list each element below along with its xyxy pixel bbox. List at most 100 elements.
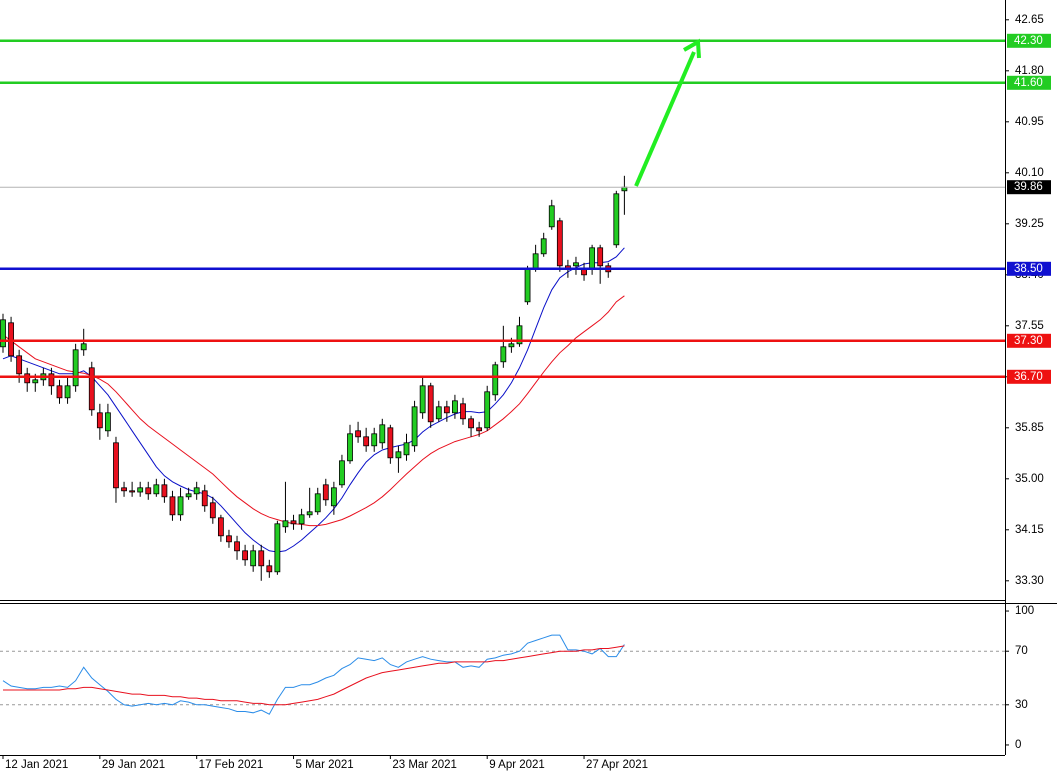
x-tick-label: 17 Feb 2021	[199, 759, 264, 771]
y-tick-label: 35.85	[1015, 422, 1044, 434]
candle-body	[169, 496, 176, 516]
candle-body	[597, 247, 604, 267]
level-box	[1007, 369, 1051, 384]
level-label: 38.50	[1014, 263, 1043, 275]
candle-body	[387, 427, 394, 459]
level-box	[1007, 261, 1051, 276]
candle-body	[177, 496, 184, 516]
candle-body	[363, 436, 370, 447]
candle-body	[452, 400, 458, 414]
y-tick-label: 37.55	[1015, 320, 1044, 332]
candle-body	[16, 355, 23, 375]
candle-body	[355, 430, 361, 438]
x-tick-label: 23 Mar 2021	[392, 759, 457, 771]
candle-body	[298, 514, 305, 525]
candle-body	[411, 406, 418, 447]
candle-body	[371, 433, 378, 447]
candle-body	[48, 373, 55, 387]
candle-body	[460, 403, 466, 420]
candle-body	[121, 487, 127, 492]
candle-body	[484, 391, 491, 429]
candle-body	[193, 487, 200, 495]
candle-body	[226, 535, 232, 543]
level-box	[1007, 333, 1051, 348]
y-tick-label: 35.00	[1015, 473, 1044, 485]
candle-body	[234, 541, 240, 552]
level-box	[1007, 75, 1051, 90]
indicator-line	[2, 295, 625, 527]
candle-body	[282, 520, 289, 528]
level-label: 42.30	[1014, 35, 1043, 47]
osc-y-tick-label: 30	[1015, 699, 1028, 711]
candle-body	[242, 550, 249, 561]
x-tick-label: 27 Apr 2021	[586, 759, 648, 771]
candle-body	[250, 550, 257, 567]
osc-y-tick-label: 70	[1015, 645, 1028, 657]
last-price-label: 39.86	[1014, 181, 1043, 193]
candle-body	[24, 373, 31, 384]
candle-body	[201, 490, 208, 507]
candle-body	[589, 247, 596, 270]
candle-body	[153, 484, 160, 495]
candle-body	[137, 487, 144, 493]
candle-body	[56, 385, 63, 399]
candle-body	[88, 367, 95, 411]
candle-body	[613, 193, 620, 246]
x-tick-label: 5 Mar 2021	[296, 759, 354, 771]
candle-body	[532, 253, 539, 270]
y-tick-label: 40.95	[1015, 116, 1044, 128]
osc-y-tick-label: 0	[1015, 739, 1021, 751]
candle-body	[217, 517, 224, 537]
arrow-head	[683, 38, 701, 59]
candle-body	[32, 379, 39, 384]
level-label: 41.60	[1014, 77, 1043, 89]
x-tick-label: 9 Apr 2021	[489, 759, 545, 771]
y-tick-label: 34.15	[1015, 524, 1044, 536]
level-box	[1007, 33, 1051, 48]
level-label: 37.30	[1014, 335, 1043, 347]
x-tick-label: 12 Jan 2021	[5, 759, 68, 771]
candle-body	[72, 349, 79, 387]
candle-body	[403, 442, 410, 456]
candle-body	[395, 451, 402, 459]
candle-body	[500, 346, 507, 363]
candle-body	[80, 343, 87, 351]
candle-body	[468, 418, 474, 429]
arrow	[634, 38, 701, 187]
plot: 42.6541.8040.9540.1039.2538.4037.5536.70…	[0, 14, 1051, 771]
indicator-line	[2, 247, 625, 553]
x-tick-label: 29 Jan 2021	[102, 759, 165, 771]
candle-body	[290, 520, 297, 525]
candle-body	[419, 385, 426, 414]
candle-body	[573, 262, 579, 267]
candle-body	[314, 493, 321, 513]
candle-body	[330, 487, 337, 507]
candle-body	[8, 322, 14, 357]
indicator-line	[3, 645, 625, 706]
candle-body	[427, 385, 434, 423]
candle-body	[322, 484, 329, 501]
y-tick-label: 39.25	[1015, 218, 1044, 230]
candle-body	[621, 186, 628, 192]
candle-body	[435, 406, 442, 420]
candle-body	[274, 523, 281, 573]
osc-y-tick-label: 100	[1015, 605, 1034, 617]
candle-body	[64, 385, 71, 399]
candle-body	[556, 220, 563, 267]
candle-body	[209, 502, 216, 519]
candle-body	[0, 319, 6, 348]
y-tick-label: 42.65	[1015, 14, 1044, 26]
candle-body	[540, 238, 547, 255]
candle-body	[508, 343, 515, 348]
level-label: 36.70	[1014, 371, 1043, 383]
candle-body	[516, 325, 523, 345]
candle-body	[548, 205, 555, 228]
candle-body	[185, 493, 192, 498]
y-tick-label: 33.30	[1015, 575, 1044, 587]
candle-body	[379, 424, 386, 444]
arrow-shaft	[634, 51, 696, 187]
candle-body	[524, 268, 531, 303]
